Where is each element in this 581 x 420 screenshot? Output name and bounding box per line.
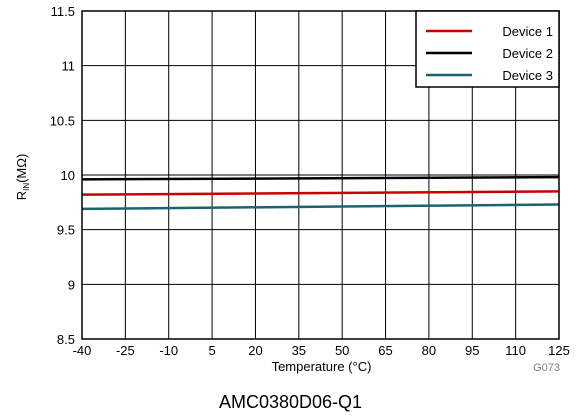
x-tick-label: 110	[505, 343, 526, 358]
x-tick-labels: -40 -25 -10 5 20 35 50 65 80 95 110 125	[73, 343, 570, 358]
x-tick-label: 35	[292, 343, 306, 358]
x-tick-label: -10	[159, 343, 178, 358]
y-tick-label: 11.5	[51, 4, 75, 19]
y-tick-label: 8.5	[57, 332, 75, 347]
legend-label: Device 1	[502, 24, 553, 39]
x-tick-label: -25	[116, 343, 135, 358]
y-axis-title-main: R	[14, 191, 29, 200]
plot-frame	[81, 10, 560, 340]
x-tick-label: 50	[335, 343, 349, 358]
y-tick-label: 10.5	[50, 113, 75, 128]
y-axis-title: RIN(MΩ)	[14, 154, 31, 201]
x-axis-title: Temperature (°C)	[272, 359, 372, 374]
x-tick-label: 5	[208, 343, 215, 358]
y-tick-label: 10	[61, 168, 75, 183]
x-tick-label: 80	[422, 343, 436, 358]
y-axis-title-suffix: (MΩ)	[14, 154, 29, 183]
x-tick-label: 20	[248, 343, 262, 358]
x-tick-label: 125	[548, 343, 570, 358]
legend-label: Device 2	[502, 46, 553, 61]
series-line	[81, 190, 560, 196]
legend: Device 1 Device 2 Device 3	[415, 10, 560, 88]
figure-code: G073	[533, 362, 560, 374]
series-line	[81, 175, 560, 181]
y-tick-label: 9.5	[57, 223, 75, 238]
y-tick-labels: 8.5 9 9.5 10 10.5 11 11.5	[50, 4, 75, 347]
series-line	[81, 203, 560, 211]
y-tick-label: 9	[68, 277, 75, 292]
x-tick-label: 65	[378, 343, 392, 358]
y-axis-title-sub: IN	[22, 183, 31, 191]
series-lines	[81, 175, 560, 211]
chart: -40 -25 -10 5 20 35 50 65 80 95 110 125 8.5 9 9.5 10 10…	[14, 4, 570, 374]
x-tick-label: -40	[73, 343, 92, 358]
y-tick-label: 11	[62, 59, 76, 74]
legend-label: Device 3	[502, 68, 553, 83]
caption: AMC0380D06-Q1	[218, 392, 363, 412]
x-tick-label: 95	[465, 343, 479, 358]
